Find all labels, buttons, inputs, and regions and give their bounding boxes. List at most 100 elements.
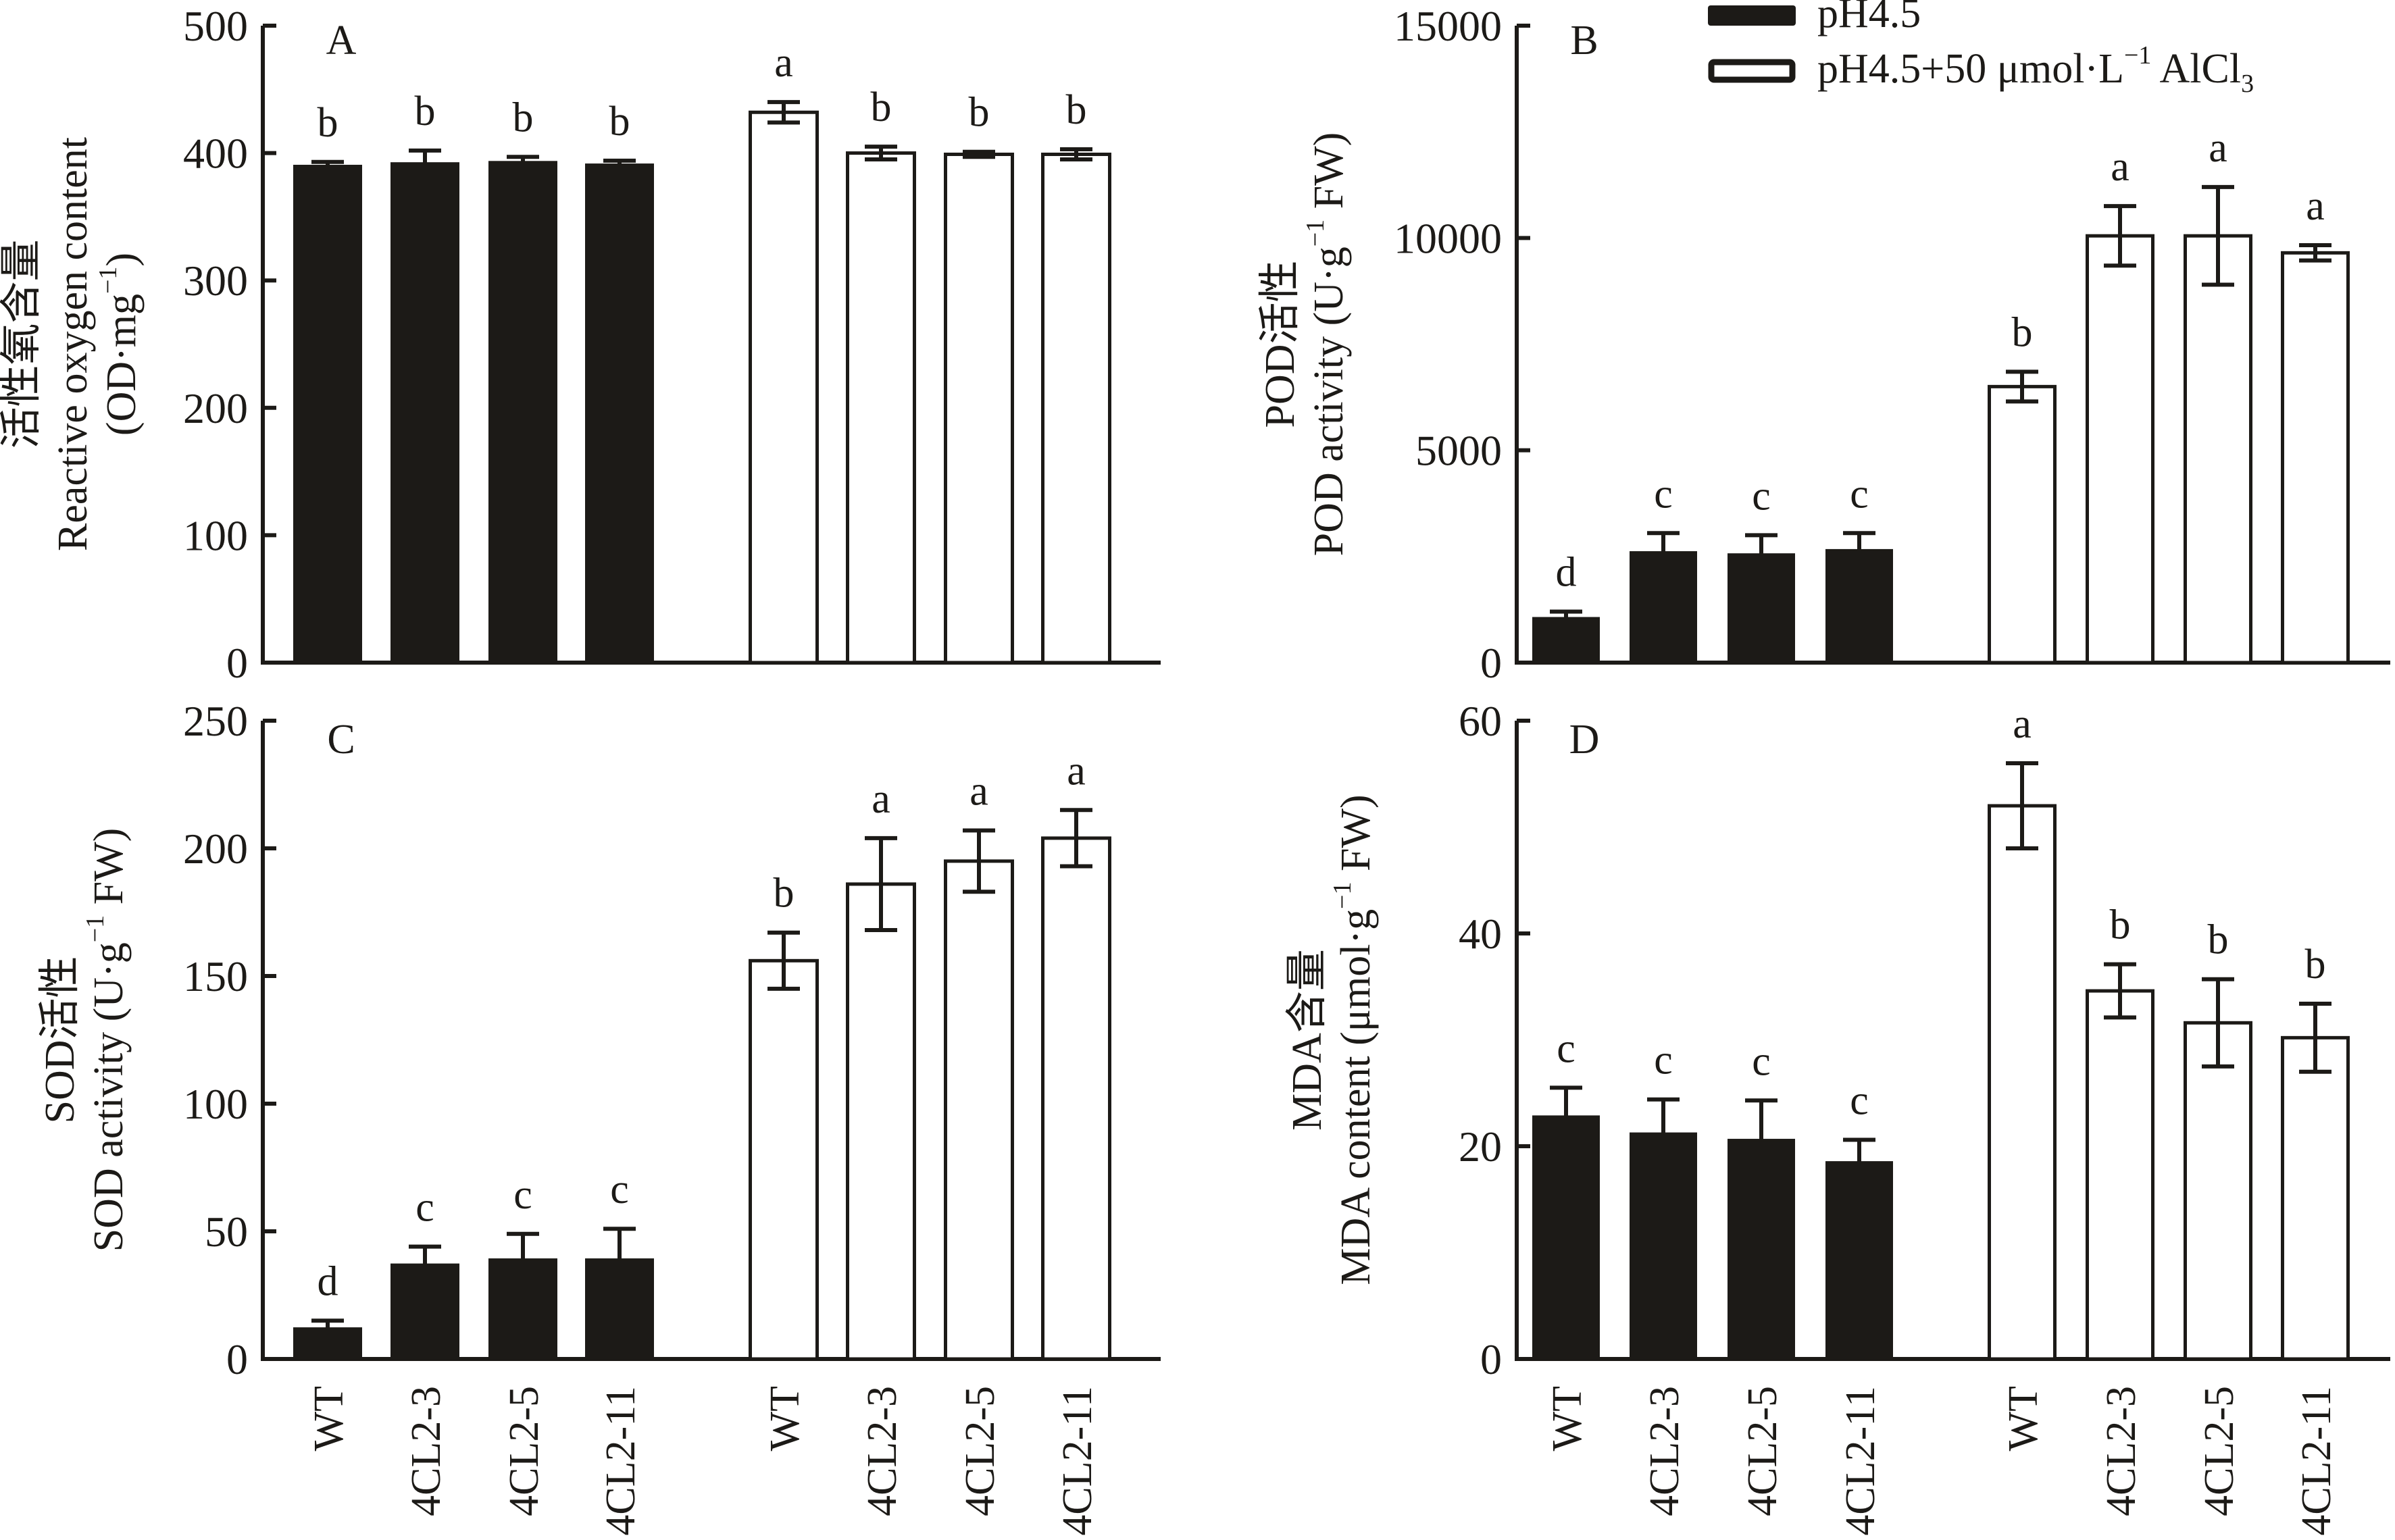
panel-D: 0 20 40 60 D MDA含量 MDA content (μmol·g−1 FW) c W…: [1284, 697, 2390, 1536]
bar-ph45: [1630, 1132, 1697, 1360]
significance-letter: a: [2209, 125, 2227, 171]
significance-letter: c: [415, 1185, 434, 1231]
bar-ph45: [293, 1327, 362, 1360]
bar-alcl3: [2086, 989, 2154, 1361]
bar-alcl3: [944, 152, 1014, 665]
y-tick-label: 0: [1480, 1335, 1502, 1383]
bar-alcl3: [749, 958, 819, 1361]
y-axis-label-en-sup: −1: [1301, 220, 1330, 247]
legend-label-alcl3-tail: AlCl: [2151, 46, 2241, 92]
bar-alcl3: [749, 110, 819, 665]
bar-ph45: [293, 164, 362, 664]
x-tick-label: 4CL2-5: [2196, 1386, 2242, 1516]
y-axis-label-en: SOD activity (U·g−1 FW): [81, 828, 132, 1252]
significance-letter: c: [1752, 473, 1771, 519]
x-tick-label: 4CL2-3: [403, 1386, 449, 1516]
y-axis-label-unit-sup: −1: [94, 267, 122, 294]
legend-label-alcl3-sub: 3: [2241, 70, 2254, 98]
x-tick-label: 4CL2-5: [1740, 1386, 1786, 1516]
significance-letter: a: [774, 40, 793, 86]
y-tick-label: 250: [183, 697, 248, 745]
y-axis-label-en-main: SOD activity (U·g: [86, 942, 132, 1252]
panel-label: B: [1570, 18, 1598, 63]
significance-letter: b: [871, 84, 892, 130]
significance-letter: c: [1557, 1025, 1575, 1071]
y-axis-label-unit: (OD·mg−1): [94, 253, 145, 436]
y-axis-label-cn: SOD活性: [37, 956, 83, 1123]
bar-ph45: [1728, 1139, 1795, 1360]
significance-letter: c: [1752, 1038, 1771, 1084]
bar-alcl3: [1041, 836, 1111, 1361]
significance-letter: b: [318, 100, 338, 146]
y-axis-label-unit-main: (OD·mg: [99, 294, 145, 436]
y-axis-label-en: Reactive oxygen content: [50, 137, 96, 551]
bar-alcl3: [1988, 384, 2057, 665]
significance-letter: b: [2305, 942, 2326, 987]
y-tick-label: 300: [183, 257, 248, 305]
significance-letter: b: [969, 90, 990, 136]
bar-ph45: [390, 162, 459, 664]
significance-letter: b: [2012, 309, 2033, 355]
x-tick-label: 4CL2-3: [1642, 1386, 1688, 1516]
significance-letter: a: [1067, 748, 1086, 794]
x-tick-label: WT: [1544, 1386, 1590, 1451]
y-tick-label: 50: [205, 1208, 248, 1256]
bar-ph45: [1532, 617, 1600, 664]
legend-label-ph45: pH4.5: [1817, 0, 1921, 36]
y-tick-label: 100: [183, 1080, 248, 1128]
bar-ph45: [488, 1258, 557, 1360]
bar-alcl3: [1041, 152, 1111, 665]
y-axis-label-cn: 活性氧含量: [0, 239, 45, 448]
significance-letter: a: [872, 776, 890, 822]
bar-alcl3: [1988, 804, 2057, 1361]
y-axis-label-en-sup: −1: [1328, 881, 1357, 908]
significance-letter: a: [2013, 701, 2032, 747]
legend: pH4.5 pH4.5+50 μmol·L−1 AlCl3: [1708, 0, 2254, 98]
legend-label-alcl3-main: pH4.5+50 μmol·L: [1817, 46, 2124, 92]
legend-swatch-filled: [1708, 5, 1796, 26]
significance-letter: b: [2208, 917, 2229, 963]
x-tick-label: 4CL2-5: [957, 1386, 1003, 1516]
y-axis-label-en-sup: −1: [81, 915, 109, 942]
y-tick-label: 400: [183, 130, 248, 178]
bar-ph45: [585, 163, 654, 664]
x-tick-label: WT: [2000, 1386, 2046, 1451]
bar-alcl3: [846, 882, 916, 1361]
y-axis-label-en-main: MDA content (μmol·g: [1333, 909, 1379, 1285]
bar-alcl3: [2281, 1035, 2350, 1361]
panel-label: C: [327, 717, 355, 763]
panel-label: D: [1569, 717, 1600, 763]
bar-alcl3: [2184, 1021, 2252, 1361]
significance-letter: c: [513, 1172, 532, 1218]
y-axis-label-cn: MDA含量: [1284, 949, 1330, 1131]
y-tick-label: 500: [183, 2, 248, 50]
y-tick-label: 10000: [1394, 214, 1502, 262]
y-tick-label: 60: [1459, 697, 1502, 745]
y-tick-label: 150: [183, 952, 248, 1000]
x-tick-label: 4CL2-11: [2294, 1386, 2340, 1536]
bar-alcl3: [2281, 251, 2350, 665]
significance-letter: c: [1850, 471, 1869, 517]
significance-letter: b: [415, 88, 436, 134]
x-tick-label: 4CL2-11: [1838, 1386, 1884, 1536]
bar-ph45: [1630, 551, 1697, 664]
significance-letter: b: [774, 871, 795, 917]
significance-letter: b: [609, 99, 630, 145]
significance-letter: c: [1654, 1037, 1673, 1083]
significance-letter: c: [610, 1166, 629, 1212]
y-tick-label: 200: [183, 825, 248, 873]
significance-letter: c: [1850, 1078, 1869, 1124]
y-tick-label: 0: [1480, 639, 1502, 687]
y-axis-label-en: MDA content (μmol·g−1 FW): [1328, 794, 1379, 1285]
y-tick-label: 0: [226, 1335, 248, 1383]
x-tick-label: 4CL2-5: [501, 1386, 547, 1516]
bar-ph45: [488, 161, 557, 664]
y-axis-label-en-tail: FW): [1306, 132, 1352, 220]
bar-ph45: [390, 1263, 459, 1360]
x-tick-label: 4CL2-11: [1055, 1386, 1101, 1536]
significance-letter: d: [318, 1258, 338, 1304]
bar-ph45: [1825, 1161, 1893, 1360]
significance-letter: d: [1556, 550, 1577, 596]
